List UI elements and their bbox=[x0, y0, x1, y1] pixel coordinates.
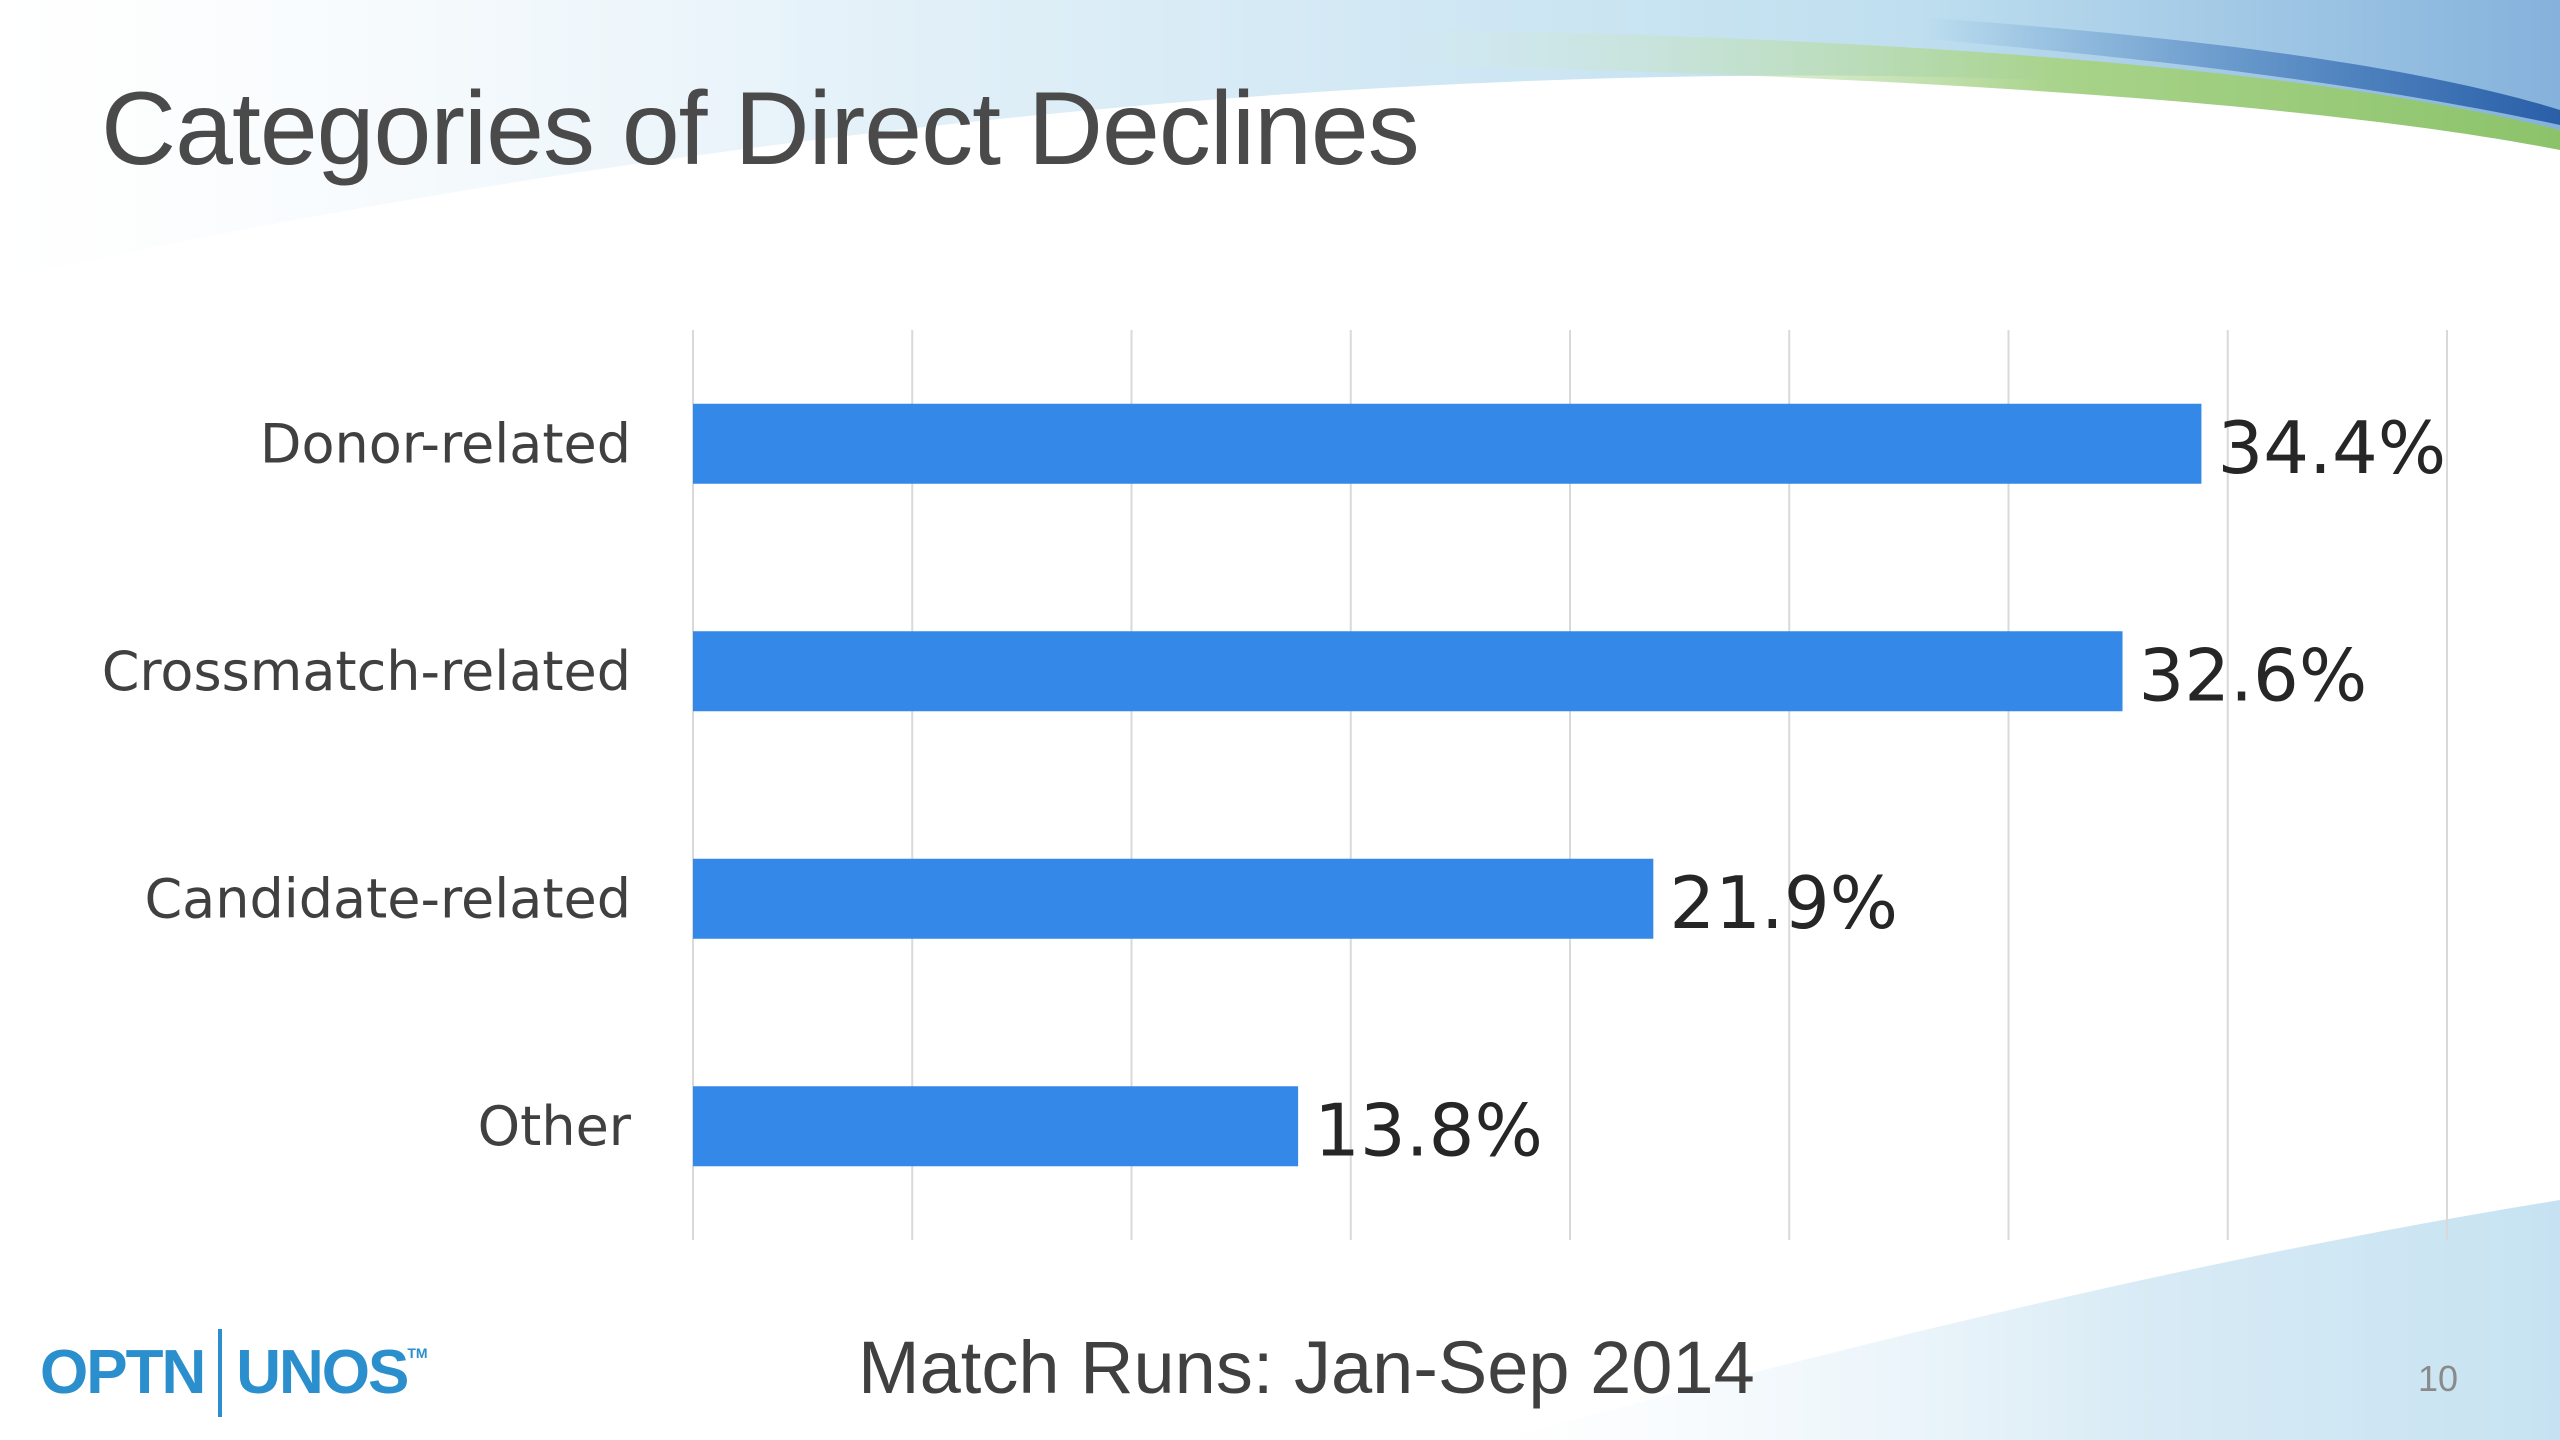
value-label: 21.9% bbox=[1669, 861, 1898, 945]
bar bbox=[693, 631, 2123, 712]
category-label: Crossmatch-related bbox=[102, 640, 631, 703]
value-labels: 34.4% 32.6% 21.9% 13.8% bbox=[1314, 406, 2446, 1173]
bar bbox=[693, 1086, 1299, 1167]
logo-trademark: TM bbox=[407, 1345, 428, 1361]
header-swoosh-green bbox=[900, 27, 2560, 151]
bar bbox=[693, 403, 2202, 484]
logo-divider bbox=[218, 1328, 223, 1417]
optn-unos-logo: OPTN UNOS TM bbox=[40, 1325, 428, 1420]
logo-unos-text: UNOS bbox=[236, 1338, 409, 1407]
slide-title: Categories of Direct Declines bbox=[101, 71, 1420, 187]
bars bbox=[693, 403, 2202, 1167]
footer-swoosh bbox=[1500, 1200, 2560, 1440]
category-label: Other bbox=[478, 1095, 632, 1158]
value-label: 32.6% bbox=[2139, 633, 2368, 717]
bar bbox=[693, 858, 1654, 939]
logo-optn-text: OPTN bbox=[40, 1338, 206, 1407]
category-label: Candidate-related bbox=[144, 867, 631, 930]
category-labels: Donor-related Crossmatch-related Candidate… bbox=[102, 412, 632, 1158]
value-label: 34.4% bbox=[2217, 406, 2446, 490]
header-swoosh-blue bbox=[1500, 0, 2560, 125]
page-number: 10 bbox=[2418, 1358, 2459, 1399]
slide-footer: Match Runs: Jan-Sep 2014 bbox=[858, 1326, 1755, 1409]
category-label: Donor-related bbox=[260, 412, 631, 475]
value-label: 13.8% bbox=[1314, 1088, 1543, 1172]
